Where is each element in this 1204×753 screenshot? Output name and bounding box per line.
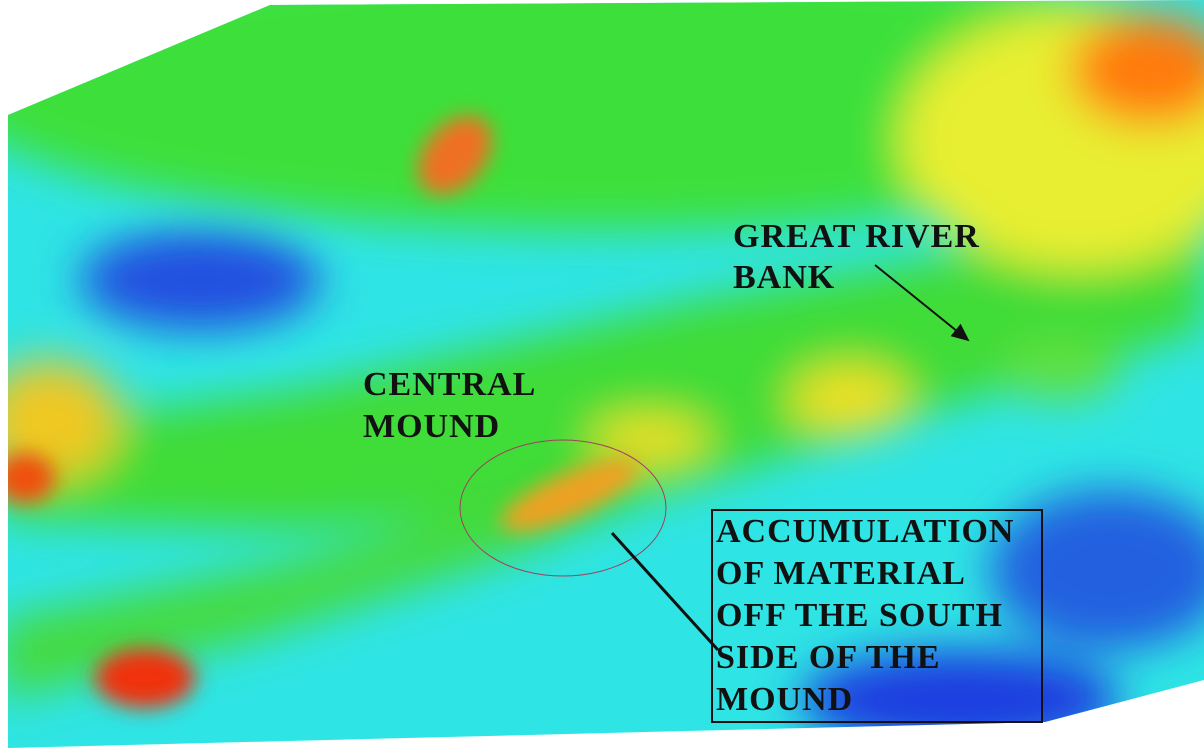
label: ACCUMULATION — [716, 513, 1014, 550]
label: SIDE OF THE — [716, 639, 941, 676]
label: CENTRAL — [363, 366, 536, 403]
label: OFF THE SOUTH — [716, 597, 1003, 634]
label: BANK — [733, 259, 835, 296]
annotation-box — [711, 509, 1043, 723]
mound-circle — [459, 439, 667, 577]
arrow — [874, 264, 970, 342]
label: MOUND — [363, 408, 500, 445]
leader-line — [610, 531, 720, 652]
label: GREAT RIVER — [733, 218, 980, 255]
label: MOUND — [716, 681, 853, 718]
label: OF MATERIAL — [716, 555, 966, 592]
